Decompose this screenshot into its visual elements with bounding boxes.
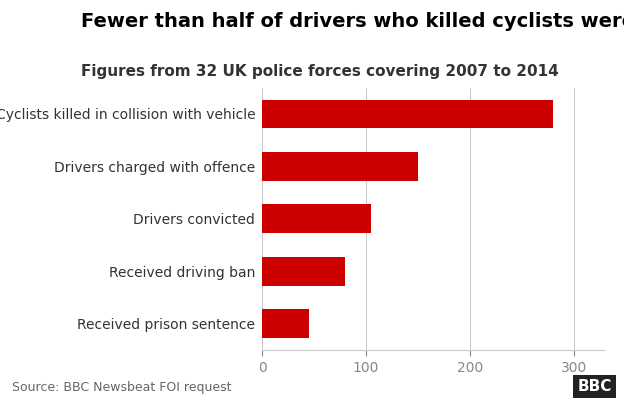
Bar xyxy=(262,152,418,181)
Text: Fewer than half of drivers who killed cyclists were jailed: Fewer than half of drivers who killed cy… xyxy=(81,12,624,31)
Bar xyxy=(262,257,345,286)
Text: BBC: BBC xyxy=(577,379,612,394)
Bar xyxy=(262,205,371,233)
Bar xyxy=(262,309,309,338)
Text: Figures from 32 UK police forces covering 2007 to 2014: Figures from 32 UK police forces coverin… xyxy=(81,64,559,79)
Bar xyxy=(262,100,553,129)
Text: Source: BBC Newsbeat FOI request: Source: BBC Newsbeat FOI request xyxy=(12,381,232,394)
